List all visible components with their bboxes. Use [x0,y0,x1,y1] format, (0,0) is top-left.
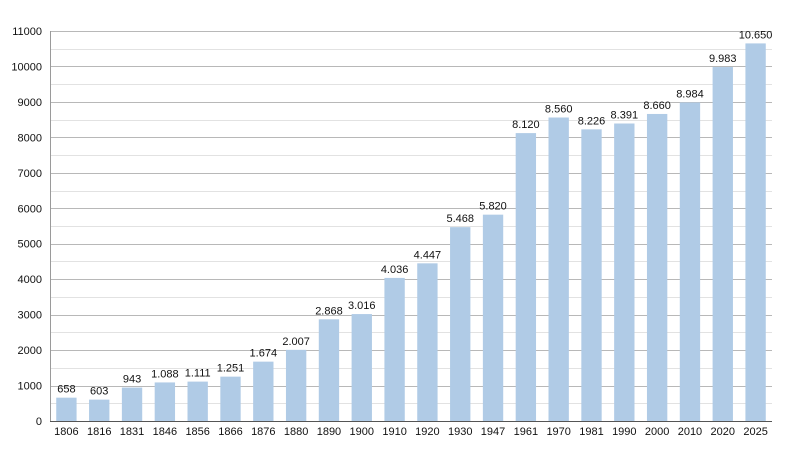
bars [56,43,766,422]
x-tick-label: 1880 [284,426,308,438]
data-label: 8.984 [676,88,704,100]
x-tick-label: 1816 [87,426,111,438]
data-label: 2.868 [315,305,343,317]
data-label: 1.674 [250,348,278,360]
data-label: 1.088 [151,368,179,380]
bar-1866 [220,376,241,421]
y-tick-label: 7000 [18,168,42,180]
y-tick-label: 2000 [18,345,42,357]
x-tick-label: 1947 [481,426,505,438]
bar-1981 [581,129,602,422]
x-tick-labels: 1806 1816 1831 1846 1856 1866 1876 1880 1890 1900… [54,426,768,438]
x-tick-label: 2010 [678,426,702,438]
y-tick-label: 11000 [12,26,42,38]
y-tick-label: 6000 [18,203,42,215]
axes [50,31,772,422]
data-label: 5.820 [479,201,507,213]
bar-2020 [712,67,733,421]
y-tick-label: 0 [36,416,42,428]
data-label: 4.447 [414,249,442,261]
x-tick-label: 1806 [54,426,78,438]
x-tick-label: 1866 [218,426,242,438]
x-tick-label: 1930 [448,426,472,438]
bar-2010 [679,102,701,421]
bar-1947 [482,214,504,421]
bar-1846 [154,382,176,421]
x-tick-label: 2020 [711,426,735,438]
bar-2000 [646,113,668,422]
y-tick-label: 8000 [18,132,42,144]
data-label: 3.016 [348,300,376,312]
data-label: 4.036 [381,264,409,276]
bar-1990 [614,123,635,421]
bar-1961 [515,133,537,422]
bar-1930 [450,227,471,421]
bar-1831 [121,387,143,421]
x-tick-label: 2025 [743,426,767,438]
data-label: 2.007 [282,336,310,348]
x-tick-label: 1920 [415,426,439,438]
data-label: 10.650 [739,29,773,41]
y-tick-labels: 0 1000 2000 3000 4000 5000 6000 7000 8000 9000 100… [11,26,42,428]
x-tick-label: 1876 [251,426,275,438]
data-label: 5.468 [446,213,474,225]
data-label: 8.391 [611,110,639,122]
data-label: 8.660 [643,100,671,112]
data-label: 1.111 [185,368,211,380]
data-label: 8.226 [578,115,606,127]
x-tick-label: 1900 [350,426,374,438]
data-label: 658 [57,384,75,396]
bar-1876 [253,361,274,421]
x-tick-label: 1910 [382,426,406,438]
x-tick-label: 1831 [120,426,144,438]
bar-1970 [548,117,569,421]
bar-1910 [384,277,405,421]
y-tick-label: 1000 [18,381,42,393]
x-tick-label: 1890 [317,426,341,438]
x-tick-label: 1961 [514,426,538,438]
x-tick-label: 1846 [153,426,177,438]
bar-1856 [187,381,208,421]
bar-2025 [745,43,766,422]
y-tick-label: 4000 [18,274,42,286]
y-tick-label: 9000 [18,97,42,109]
bar-1816 [89,399,110,421]
bar-1806 [56,397,77,421]
data-label: 8.560 [545,104,573,116]
x-tick-label: 1990 [612,426,636,438]
x-tick-label: 2000 [645,426,669,438]
bar-1880 [285,349,307,421]
x-tick-label: 1981 [579,426,603,438]
data-label: 603 [90,386,108,398]
data-label: 9.983 [709,53,737,65]
data-label: 943 [123,374,141,386]
data-labels: 658 603 943 1.088 1.111 1.251 1.674 2.007 2.868 3… [57,29,772,397]
x-tick-label: 1856 [185,426,209,438]
y-tick-label: 5000 [18,239,42,251]
y-tick-label: 10000 [11,61,42,73]
bar-1890 [318,319,340,421]
bar-1920 [417,263,438,421]
x-tick-label: 1970 [546,426,570,438]
data-label: 8.120 [512,119,540,131]
bar-1900 [351,314,372,421]
data-label: 1.251 [217,363,245,375]
y-tick-label: 3000 [18,310,42,322]
